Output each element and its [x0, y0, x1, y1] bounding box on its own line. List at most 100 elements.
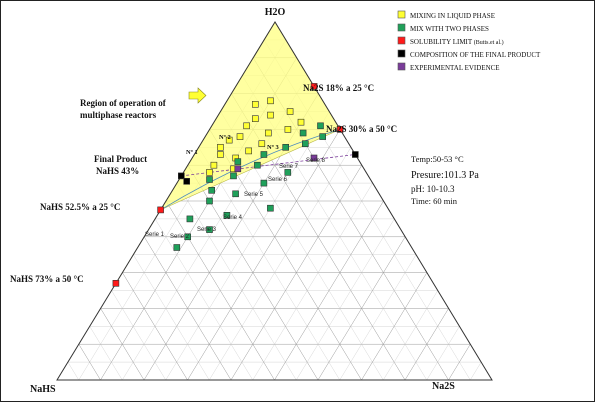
- two-phase-point: [260, 179, 268, 187]
- final-product-point: [178, 172, 185, 180]
- two-phase-point: [206, 226, 213, 233]
- liquid-phase-point: [206, 169, 213, 176]
- legend-label-solubility-suffix: (Butts.et al.): [474, 39, 504, 46]
- condition-temp: Temp:50-53 °C: [411, 154, 464, 164]
- series-label-7: Serie 7: [279, 164, 299, 170]
- region-number-1: Nº 1: [186, 149, 198, 156]
- series-label-8: Serie 8: [306, 158, 326, 164]
- grid-line: [154, 218, 253, 381]
- final-product-point: [183, 178, 190, 185]
- two-phase-point: [206, 176, 213, 183]
- grid-line: [426, 326, 460, 381]
- grid-line: [296, 218, 395, 381]
- two-phase-point: [254, 161, 261, 169]
- boundary-curves: [160, 129, 356, 211]
- two-phase-point: [206, 197, 213, 205]
- two-phase-point: [232, 190, 239, 198]
- solubility-limit-point: [157, 206, 164, 214]
- grid-line: [361, 272, 428, 381]
- liquid-phase-point: [217, 151, 224, 158]
- two-phase-point: [173, 244, 181, 251]
- grid-line: [209, 147, 352, 381]
- annotation-na2s-30: Na2S 30% a 50 °C: [326, 124, 397, 134]
- operating-region: [115, 21, 341, 284]
- grid-line: [274, 200, 384, 381]
- legend-swatch-liquid: [397, 10, 406, 19]
- region-number-2: Nº 2: [219, 134, 231, 141]
- two-phase-point: [208, 187, 215, 194]
- liquid-phase-point: [267, 111, 274, 119]
- series-label-5: Serie 5: [244, 192, 264, 198]
- grid-line: [448, 344, 471, 381]
- two-phase-point: [234, 158, 242, 165]
- two-phase-point: [230, 172, 237, 180]
- liquid-phase-point: [236, 133, 244, 140]
- solubility-limit-point: [112, 279, 120, 287]
- grid-line: [165, 111, 330, 381]
- liquid-phase-point: [217, 144, 224, 151]
- legend-label-liquid: MIXING IN LIQUID PHASE: [410, 12, 495, 20]
- grid-line: [78, 344, 101, 381]
- liquid-phase-point: [286, 108, 294, 115]
- liquid-phase-point: [252, 115, 259, 122]
- legend-swatch-solubility: [397, 36, 406, 45]
- legend: MIXING IN LIQUID PHASE MIX WITH TWO PHAS…: [397, 10, 541, 72]
- series-label-6: Serie 6: [268, 177, 288, 183]
- liquid-phase-point: [297, 118, 305, 126]
- experimental-point: [310, 154, 318, 162]
- two-phase-point: [267, 204, 274, 212]
- liquid-phase-point: [245, 147, 252, 155]
- annotation-na2s-18: Na2S 18% a 25 °C: [303, 83, 374, 93]
- vertex-label-top: H2O: [265, 7, 286, 18]
- legend-label-final: COMPOSITION OF THE FINAL PRODUCT: [410, 51, 541, 59]
- solubility-limit-point: [336, 126, 344, 133]
- grid-line: [67, 362, 79, 381]
- two-phase-point: [284, 169, 292, 176]
- two-phase-point: [299, 129, 307, 137]
- two-phase-point: [282, 144, 290, 151]
- grid-line: [339, 254, 417, 381]
- two-phase-point: [317, 122, 324, 130]
- final-product-point: [351, 151, 359, 158]
- data-points: [112, 83, 359, 287]
- legend-swatch-final: [397, 49, 406, 58]
- grid-line: [165, 200, 275, 381]
- two-phase-point: [301, 140, 309, 147]
- annotation-final-product-line1: Final Product: [94, 154, 147, 164]
- legend-label-two-phase: MIX WITH TWO PHASES: [410, 25, 489, 33]
- two-phase-point: [223, 212, 231, 219]
- liquid-phase-point: [243, 122, 250, 130]
- two-phase-point: [184, 233, 191, 241]
- liquid-phase-point: [264, 129, 272, 137]
- condition-time: Time: 60 min: [411, 196, 458, 206]
- legend-label-solubility: SOLUBILITY LIMIT (Butts.et al.): [410, 38, 504, 46]
- annotation-nahs-52: NaHS 52.5% a 25 °C: [40, 202, 120, 212]
- annotation-region-line2: multiphase reactors: [80, 110, 157, 120]
- solubility-curve: [160, 129, 341, 211]
- tie-line: [181, 154, 356, 177]
- liquid-phase-point: [210, 161, 218, 169]
- grid-line: [470, 362, 482, 381]
- grid-line: [198, 147, 340, 381]
- legend-label-solubility-main: SOLUBILITY LIMIT: [410, 38, 473, 46]
- vertex-label-right: Na2S: [432, 381, 455, 392]
- annotation-region-line1: Region of operation of: [80, 98, 167, 108]
- liquid-phase-point: [252, 101, 259, 108]
- liquid-phase-point: [284, 126, 292, 133]
- two-phase-point: [260, 151, 268, 158]
- grid-line: [122, 272, 188, 381]
- condition-pressure: Presure:101.3 Pa: [411, 170, 479, 181]
- grid-line: [404, 308, 449, 381]
- annotation-final-product-line2: NaHS 43%: [96, 166, 139, 176]
- triangle-outline: [56, 21, 493, 381]
- condition-ph: pH: 10-10.3: [411, 184, 455, 194]
- grid-line: [133, 254, 210, 381]
- two-phase-point: [319, 133, 327, 140]
- grid-line: [252, 183, 373, 381]
- grid-line: [383, 290, 438, 381]
- two-phase-point: [186, 215, 194, 223]
- series-label-1: Serie 1: [145, 232, 165, 238]
- region-number-3: Nº 3: [267, 144, 279, 151]
